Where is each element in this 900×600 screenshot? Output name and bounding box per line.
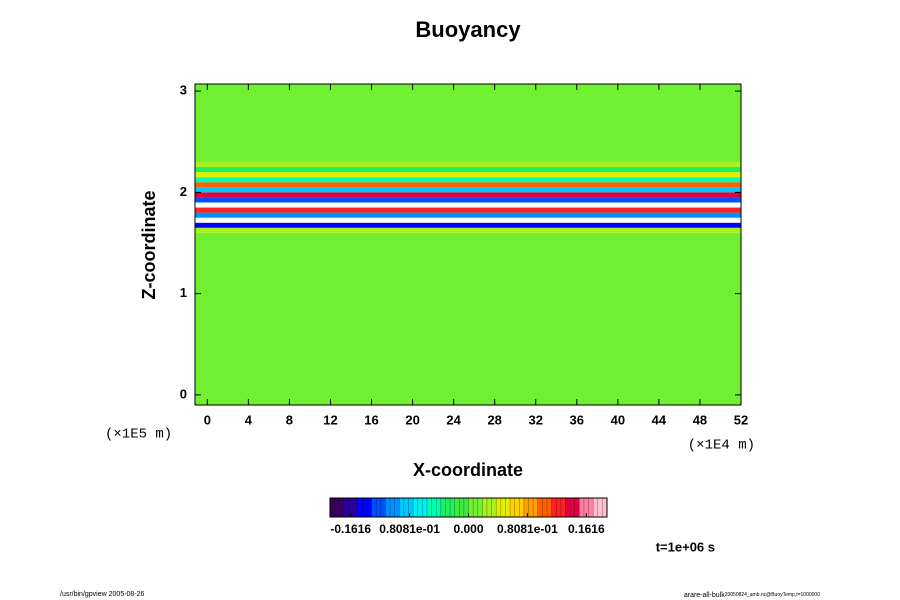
x-tick-label: 16: [364, 412, 378, 427]
heat-cell: [195, 212, 741, 218]
y-tick-label: 1: [180, 285, 187, 300]
colorbar-swatch: [440, 498, 455, 517]
colorbar-swatch: [330, 498, 345, 517]
colorbar-swatch: [551, 498, 566, 517]
footer-right: arare-all-bulk20050824_amb.nc@BuoyTemp,t…: [684, 592, 820, 599]
colorbar-tick-label: 0.8081e-01: [497, 522, 558, 536]
x-tick-label: 0: [204, 412, 211, 427]
colorbar-swatch: [593, 498, 608, 517]
colorbar-swatch: [399, 498, 414, 517]
heat-cell: [195, 197, 741, 203]
colorbar-swatch: [565, 498, 580, 517]
footer-right-main: arare-all-bulk: [684, 592, 725, 599]
heat-cell: [195, 192, 741, 198]
heat-cell: [195, 177, 741, 183]
chart-title: Buoyancy: [415, 17, 521, 42]
x-tick-label: 20: [405, 412, 419, 427]
x-tick-label: 52: [734, 412, 748, 427]
heat-cell: [195, 222, 741, 228]
colorbar-swatch: [357, 498, 372, 517]
x-tick-label: 12: [323, 412, 337, 427]
x-tick-label: 32: [529, 412, 543, 427]
colorbar-swatch: [496, 498, 511, 517]
colorbar-swatch: [579, 498, 594, 517]
colorbar-swatch: [426, 498, 442, 517]
heat-cell: [195, 167, 741, 173]
colorbar-swatch: [413, 498, 428, 517]
footer-left: /usr/bin/gpview 2005-08-26: [60, 591, 145, 598]
colorbar-swatch: [523, 498, 539, 517]
heat-cell: [195, 182, 741, 188]
colorbar-tick-label: 0.000: [453, 522, 483, 536]
x-tick-label: 28: [487, 412, 501, 427]
y-axis-label: Z-coordinate: [139, 190, 159, 299]
heat-cell: [195, 161, 741, 168]
colorbar-swatch: [371, 498, 386, 517]
x-tick-label: 44: [652, 412, 667, 427]
colorbar-tick-label: -0.1616: [330, 522, 371, 536]
x-axis-label: X-coordinate: [413, 460, 523, 480]
colorbar-tick-label: 0.8081e-01: [379, 522, 440, 536]
time-label: t=1e+06 s: [656, 539, 715, 554]
heat-cell: [195, 187, 741, 193]
colorbar-swatch: [510, 498, 525, 517]
colorbar-swatch: [343, 498, 358, 517]
y-tick-label: 0: [180, 386, 187, 401]
x-tick-label: 8: [286, 412, 293, 427]
heat-cell: [195, 84, 741, 162]
heat-cell: [195, 232, 741, 405]
colorbar-swatch: [454, 498, 469, 517]
heat-cell: [195, 207, 741, 213]
x-tick-label: 40: [611, 412, 625, 427]
x-tick-label: 48: [693, 412, 707, 427]
y-tick-label: 3: [180, 83, 187, 98]
x-tick-label: 24: [446, 412, 461, 427]
colorbar-tick-label: 0.1616: [568, 522, 605, 536]
y-unit: (×1E5 m): [105, 427, 172, 443]
x-tick-label: 4: [245, 412, 253, 427]
colorbar-swatch: [468, 498, 483, 517]
heat-cell: [195, 217, 741, 223]
colorbar-swatch: [385, 498, 400, 517]
footer-right-small: 20050824_amb.nc@BuoyTemp,t=1000000: [725, 592, 821, 598]
plot-frame: [194, 83, 742, 406]
x-tick-label: 36: [570, 412, 584, 427]
colorbar-swatch: [537, 498, 552, 517]
heat-cell: [195, 202, 741, 208]
heat-cell: [195, 172, 741, 178]
y-tick-label: 2: [180, 184, 187, 199]
x-unit: (×1E4 m): [688, 438, 755, 454]
heat-cell: [195, 227, 741, 233]
colorbar-swatch: [482, 498, 497, 517]
